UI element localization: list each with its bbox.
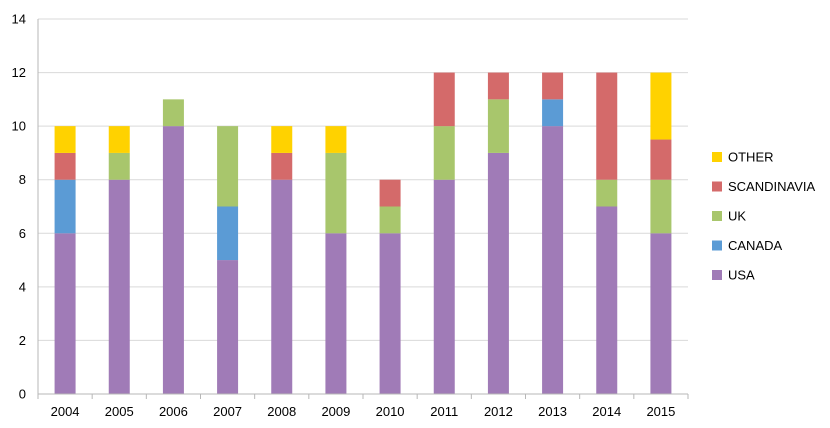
bar-segment-scandinavia-2004 <box>54 152 76 180</box>
bar-segment-scandinavia-2013 <box>542 72 564 100</box>
bar-segment-uk-2005 <box>108 152 130 180</box>
bar-segment-usa-2008 <box>271 179 293 394</box>
x-tick-label: 2010 <box>376 404 405 419</box>
bar-segment-canada-2004 <box>54 179 76 234</box>
bar-segment-usa-2009 <box>325 233 347 394</box>
bar-segment-other-2009 <box>325 126 347 153</box>
bar-segment-scandinavia-2011 <box>433 72 455 127</box>
y-tick-label: 8 <box>19 172 26 187</box>
legend-label-uk: UK <box>728 209 746 224</box>
x-tick-label: 2013 <box>538 404 567 419</box>
x-tick-label: 2007 <box>213 404 242 419</box>
bar-segment-other-2004 <box>54 126 76 153</box>
bar-segment-usa-2004 <box>54 233 76 394</box>
legend-swatch-uk <box>712 211 722 221</box>
bar-segment-usa-2010 <box>379 233 401 394</box>
x-tick-label: 2011 <box>430 404 458 419</box>
bar-segment-scandinavia-2015 <box>650 139 672 180</box>
bar-segment-uk-2015 <box>650 179 672 234</box>
bar-segment-uk-2011 <box>433 126 455 180</box>
legend: OTHER SCANDINAVIA UK CANADA USA <box>712 150 815 283</box>
legend-label-canada: CANADA <box>728 238 783 253</box>
bar-segment-usa-2014 <box>596 206 618 394</box>
x-tick-label: 2006 <box>159 404 188 419</box>
y-tick-label: 6 <box>19 226 26 241</box>
x-tick-label: 2015 <box>646 404 675 419</box>
bar-segment-canada-2013 <box>542 99 564 127</box>
bar-segment-scandinavia-2012 <box>487 72 509 100</box>
x-tick-label: 2012 <box>484 404 513 419</box>
bar-segment-usa-2006 <box>162 126 184 395</box>
bar-segment-other-2005 <box>108 126 130 153</box>
legend-label-other: OTHER <box>728 150 774 165</box>
bar-segment-uk-2010 <box>379 206 401 234</box>
bar-segment-uk-2012 <box>487 99 509 153</box>
bar-segment-uk-2006 <box>162 99 184 127</box>
y-tick-label: 0 <box>19 387 26 402</box>
bars <box>54 72 672 395</box>
bar-segment-usa-2013 <box>542 126 564 395</box>
x-tick-label: 2005 <box>105 404 134 419</box>
y-tick-label: 2 <box>19 333 26 348</box>
x-tick-label: 2009 <box>321 404 350 419</box>
y-tick-label: 12 <box>12 65 26 80</box>
gridlines <box>38 18 688 341</box>
x-tick-label: 2004 <box>51 404 80 419</box>
bar-segment-uk-2014 <box>596 179 618 207</box>
y-tick-label: 10 <box>12 119 26 134</box>
legend-label-usa: USA <box>728 268 755 283</box>
legend-swatch-other <box>712 152 722 162</box>
bar-segment-other-2008 <box>271 126 293 153</box>
bar-segment-usa-2012 <box>487 152 509 394</box>
x-tick-label: 2014 <box>592 404 621 419</box>
bar-segment-usa-2005 <box>108 179 130 394</box>
legend-swatch-canada <box>712 240 722 251</box>
bar-segment-scandinavia-2014 <box>596 72 618 180</box>
bar-segment-canada-2007 <box>217 206 239 261</box>
y-tick-label: 4 <box>19 279 26 294</box>
bar-segment-usa-2015 <box>650 233 672 394</box>
bar-segment-other-2015 <box>650 72 672 140</box>
bar-segment-uk-2009 <box>325 152 347 234</box>
legend-swatch-usa <box>712 270 722 280</box>
y-axis: 0 2 4 6 8 10 12 14 <box>12 12 39 402</box>
bar-segment-usa-2007 <box>217 260 239 394</box>
bar-segment-uk-2007 <box>217 126 239 207</box>
legend-label-scandinavia: SCANDINAVIA <box>728 179 815 194</box>
x-tick-label: 2008 <box>267 404 296 419</box>
bar-segment-scandinavia-2008 <box>271 152 293 180</box>
y-tick-label: 14 <box>12 12 26 27</box>
bar-segment-usa-2011 <box>433 179 455 394</box>
legend-swatch-scandinavia <box>712 181 722 192</box>
bar-segment-scandinavia-2010 <box>379 179 401 207</box>
x-axis: 2004 2005 2006 2007 2008 2009 2010 2011 2012 2013… <box>37 393 689 419</box>
